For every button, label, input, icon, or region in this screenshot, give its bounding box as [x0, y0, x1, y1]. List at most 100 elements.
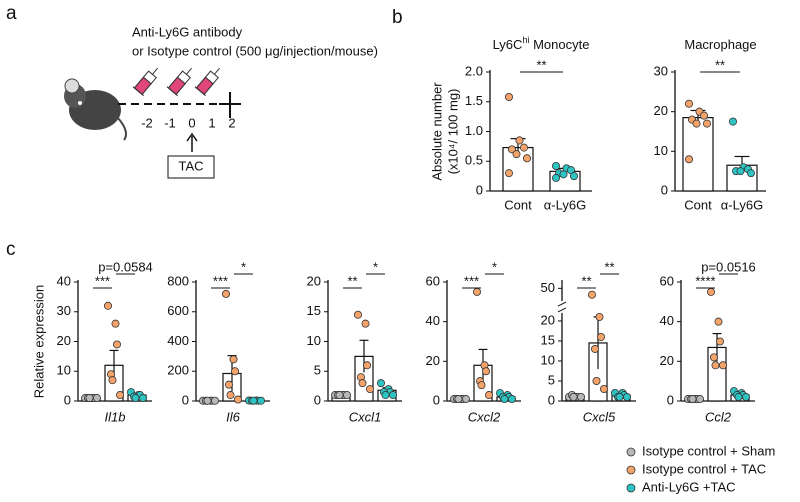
y-tick-label: 10 [654, 143, 668, 158]
y-tick-label: 50 [541, 280, 555, 295]
title-part: Macrophage [684, 37, 756, 52]
data-point [233, 395, 242, 404]
x-tick-label: α-Ly6G [544, 197, 586, 212]
data-point [472, 287, 481, 296]
data-point [481, 367, 490, 376]
mouse [64, 78, 127, 141]
data-point [362, 361, 371, 370]
y-tick-label: 0 [548, 392, 555, 407]
significance-label: *** [95, 273, 110, 288]
data-point [700, 111, 709, 120]
data-point [108, 376, 117, 385]
data-point [515, 136, 524, 145]
y-tick-label: 40 [660, 313, 674, 328]
day-label: -1 [164, 115, 176, 130]
bar [682, 117, 714, 192]
data-point [707, 287, 716, 296]
chart-title: Ly6Chi Monocyte [493, 35, 590, 52]
data-point [592, 376, 601, 385]
significance-label: * [492, 259, 497, 274]
data-point [688, 395, 697, 404]
significance-label: ** [347, 273, 357, 288]
data-point [113, 340, 122, 349]
x-axis-label: Cxcl2 [468, 409, 501, 424]
data-point [249, 396, 258, 405]
y-tick-label: 15 [307, 303, 321, 318]
significance-label: ** [604, 259, 614, 274]
data-point [353, 310, 362, 319]
data-point [685, 155, 694, 164]
y-tick-label: 10 [307, 333, 321, 348]
significance-label: * [241, 259, 246, 274]
day-label: 2 [228, 115, 235, 130]
data-point [381, 391, 390, 400]
data-point [461, 395, 470, 404]
data-point [520, 143, 529, 152]
schematic-text: or Isotype control (500 μg/injection/mou… [132, 43, 378, 58]
y-tick-label: 20 [57, 333, 71, 348]
data-point [454, 395, 463, 404]
data-point [714, 317, 723, 326]
data-point [736, 167, 745, 176]
x-axis-label: Il6 [226, 409, 241, 424]
significance-label: ** [715, 57, 725, 72]
y-axis-label: Absolute number [429, 82, 444, 181]
data-point [500, 395, 509, 404]
legend-marker [626, 447, 636, 457]
significance-label: p=0.0516 [701, 259, 756, 274]
data-point [210, 396, 219, 405]
y-tick-label: 15 [541, 332, 555, 347]
y-tick-label: 0 [314, 392, 321, 407]
data-point [685, 99, 694, 108]
data-point [361, 319, 370, 328]
y-tick-label: 1.5 [465, 93, 483, 108]
day-label: 0 [188, 115, 195, 130]
y-tick-label: 600 [167, 303, 189, 318]
data-point [623, 392, 632, 401]
data-point [747, 169, 756, 178]
title-part: Monocyte [529, 37, 589, 52]
data-point [716, 337, 725, 346]
data-point [342, 391, 351, 400]
data-point [116, 391, 125, 400]
y-axis-label: (x10⁴/ 100 mg) [445, 89, 460, 175]
day-label: 1 [208, 115, 215, 130]
y-tick-label: 5 [314, 363, 321, 378]
data-point [710, 353, 719, 362]
data-point [734, 393, 743, 402]
y-tick-label: 0.5 [465, 153, 483, 168]
day-label: -2 [141, 115, 153, 130]
data-point [229, 355, 238, 364]
data-point [224, 380, 233, 389]
schematic-text: Anti-Ly6G antibody [132, 24, 243, 39]
data-point [138, 394, 147, 403]
y-tick-label: 40 [57, 273, 71, 288]
data-point [477, 381, 486, 390]
y-tick-label: 800 [167, 273, 189, 288]
data-point [203, 396, 212, 405]
y-tick-label: 20 [660, 353, 674, 368]
y-axis-label: Relative expression [31, 285, 46, 398]
x-axis-label: Ccl2 [705, 409, 732, 424]
x-axis-label: Cxcl5 [583, 409, 616, 424]
data-point [504, 169, 513, 178]
y-tick-label: 0 [476, 182, 483, 197]
data-point [742, 393, 751, 402]
data-point [600, 384, 609, 393]
y-tick-label: 400 [167, 333, 189, 348]
x-tick-label: Cont [504, 197, 532, 212]
tac-label: TAC [178, 158, 203, 173]
y-tick-label: 0 [661, 182, 668, 197]
data-point [85, 394, 94, 403]
legend-marker [626, 483, 636, 493]
data-point [552, 173, 561, 182]
data-point [507, 395, 516, 404]
legend-marker [626, 465, 636, 475]
data-point [703, 119, 712, 128]
data-point [376, 379, 385, 388]
tac-box [167, 155, 215, 179]
y-tick-label: 30 [57, 303, 71, 318]
data-point [104, 301, 113, 310]
